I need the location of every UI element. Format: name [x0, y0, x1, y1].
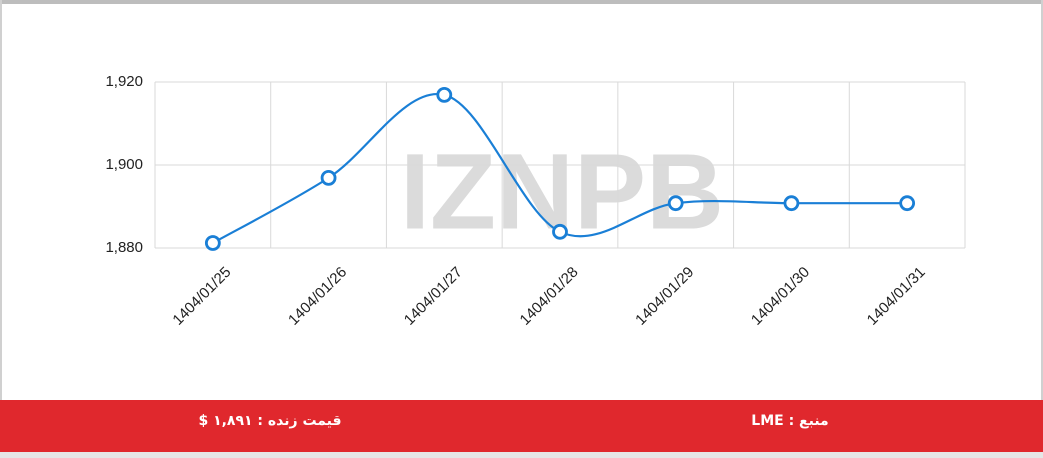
- x-tick-label: 1404/01/25: [169, 264, 234, 329]
- x-tick-label: 1404/01/28: [517, 264, 582, 329]
- x-tick-label: 1404/01/29: [632, 264, 697, 329]
- x-tick-label: 1404/01/27: [401, 264, 466, 329]
- right-border: [1041, 0, 1043, 458]
- y-tick-label: 1,880: [105, 239, 143, 256]
- x-tick-label: 1404/01/26: [285, 264, 350, 329]
- bottom-border: [0, 452, 1043, 458]
- point: [204, 235, 221, 251]
- x-tick-label: 1404/01/31: [864, 264, 929, 329]
- point: [552, 223, 568, 240]
- live-price: قیمت زنده : ۱,۸۹۱ $: [198, 413, 341, 429]
- y-tick-label: 1,920: [105, 73, 143, 90]
- top-border: [0, 0, 1043, 4]
- source: منبع : LME: [751, 413, 828, 429]
- point: [783, 195, 800, 212]
- point: [667, 195, 684, 212]
- point: [436, 86, 453, 103]
- point: [899, 195, 916, 212]
- x-tick-label: 1404/01/30: [748, 264, 813, 329]
- left-border: [0, 0, 2, 458]
- footer-bar: [0, 400, 1043, 452]
- y-tick-label: 1,900: [105, 156, 143, 173]
- point: [320, 169, 337, 186]
